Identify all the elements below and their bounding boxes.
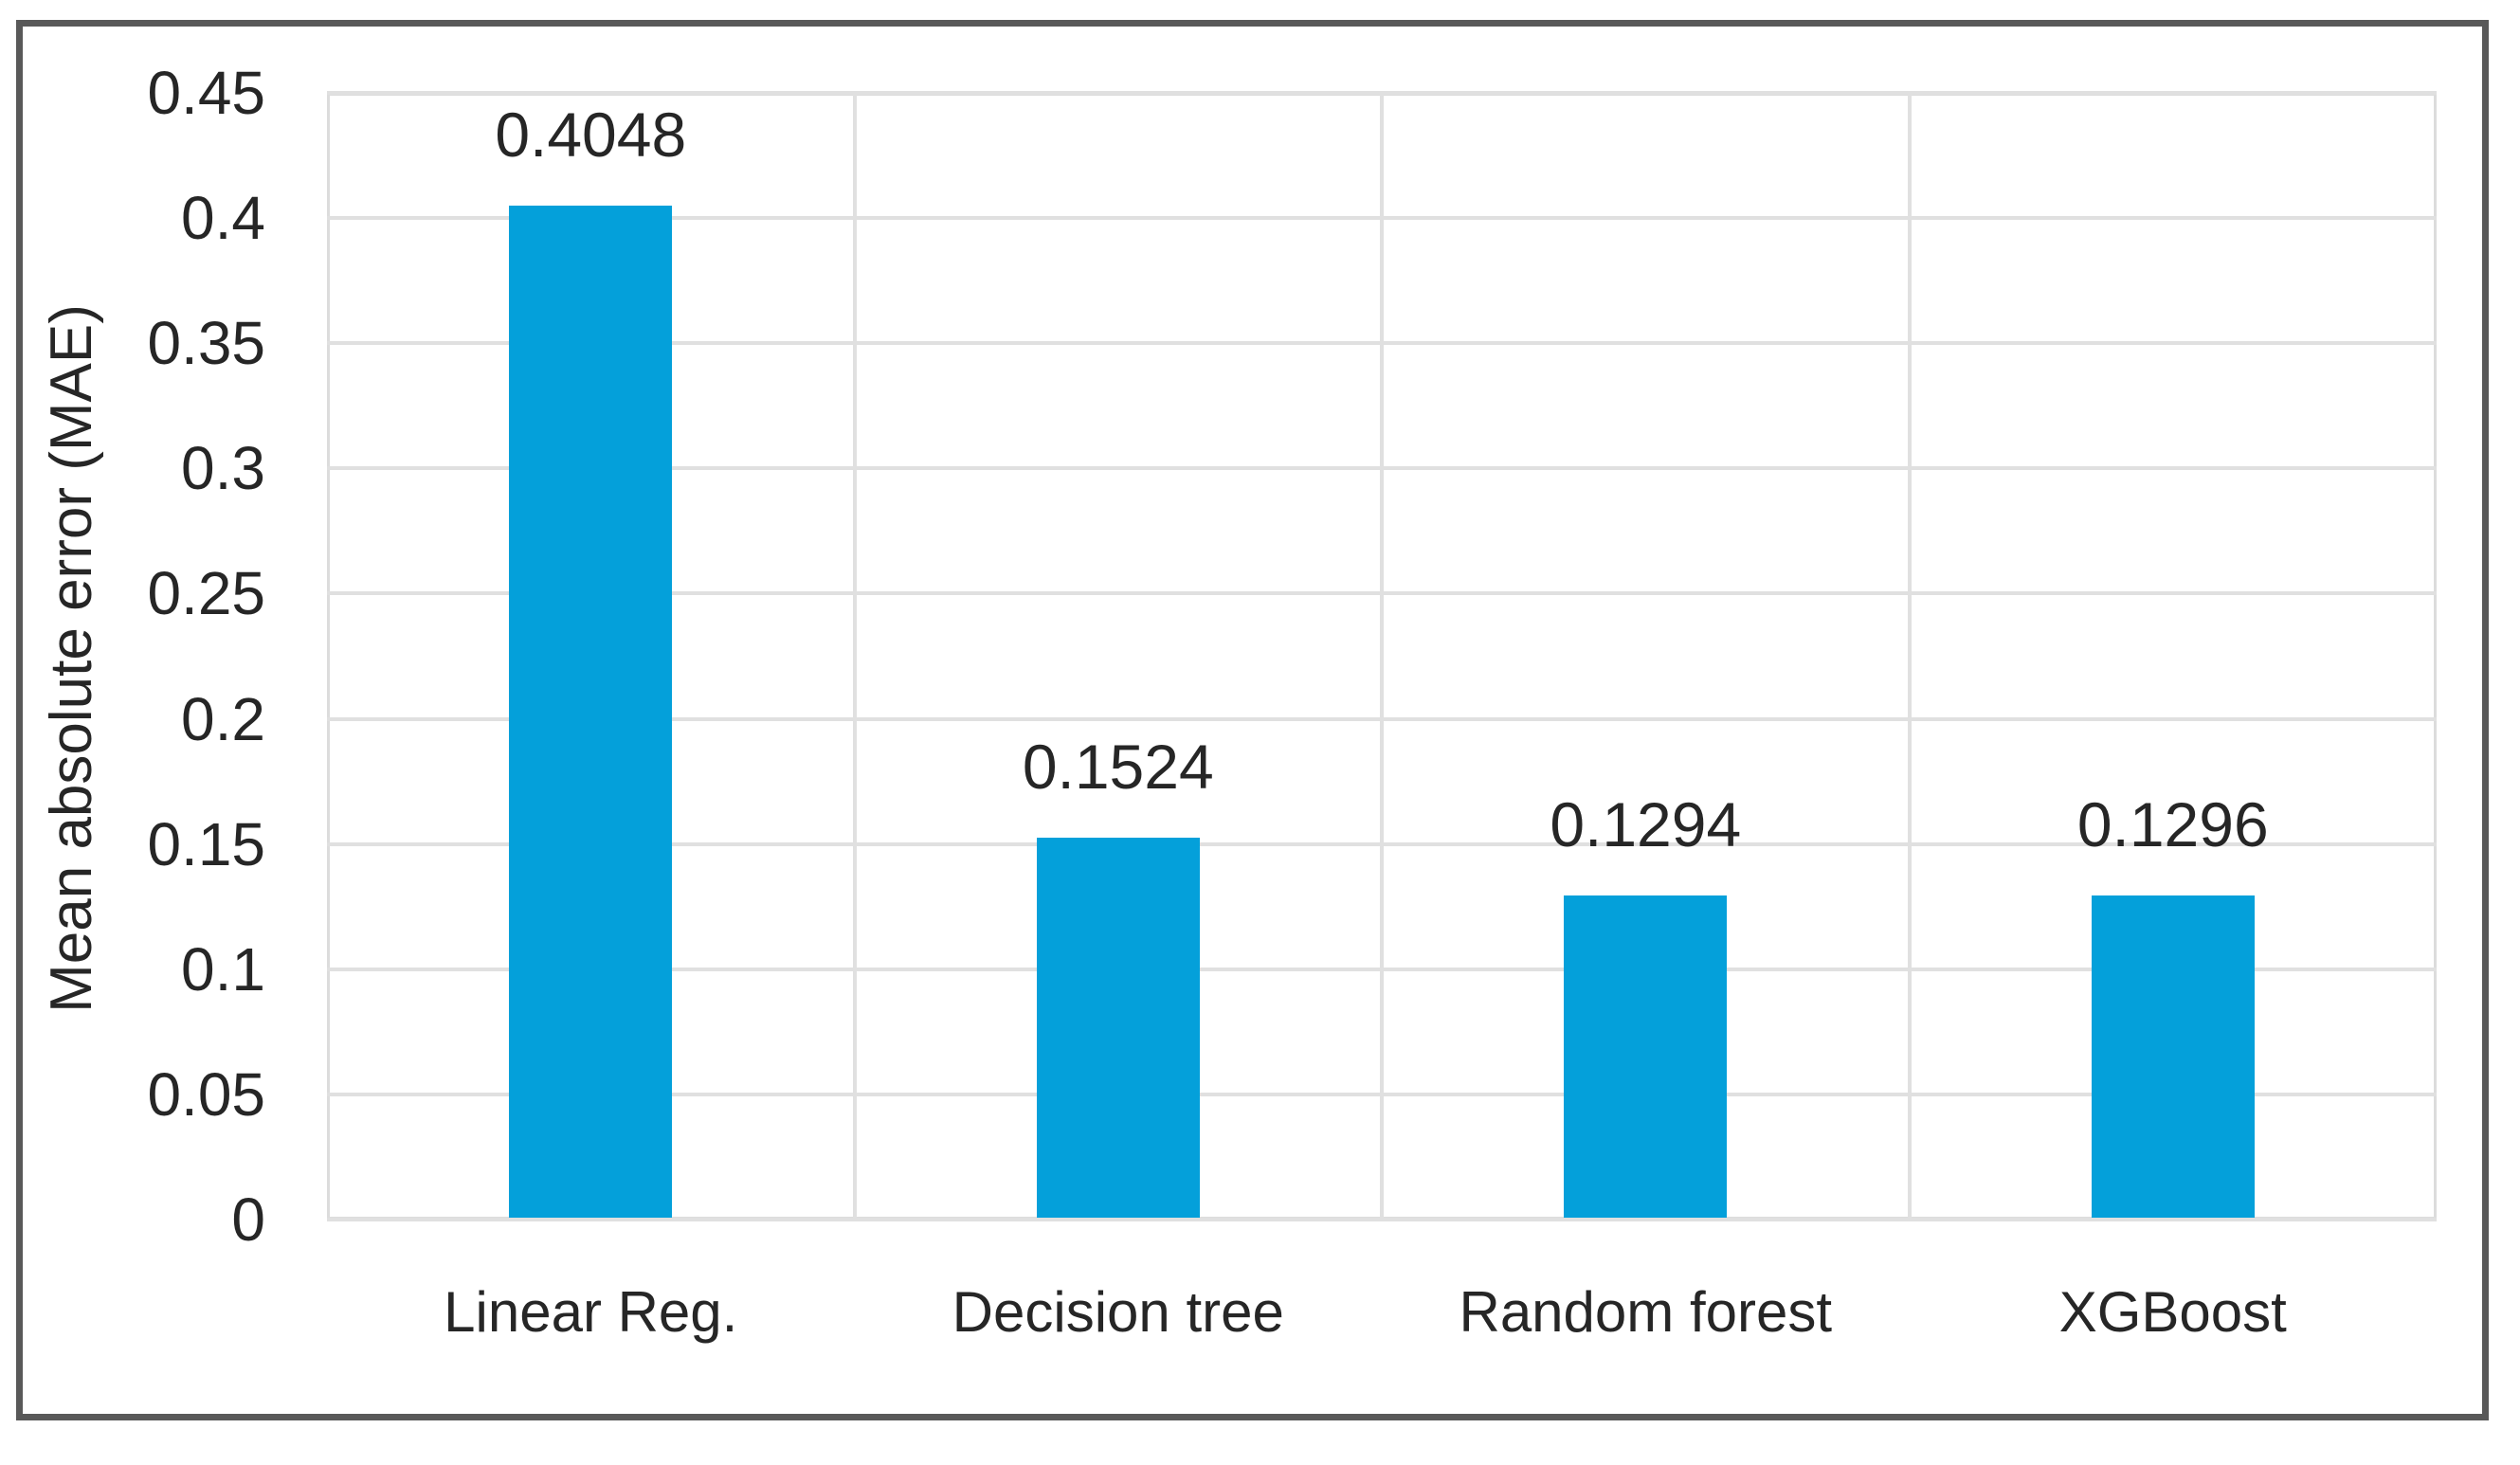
y-axis-title: Mean absolute error (MAE)	[39, 304, 104, 1013]
bar-xgboost	[2091, 895, 2255, 1218]
y-tick-label: 0.3	[181, 434, 265, 503]
bar-random-forest	[1564, 895, 1728, 1218]
y-tick-label: 0.05	[147, 1059, 265, 1129]
data-label-decision-tree: 0.1524	[1022, 732, 1214, 803]
x-category-label-decision-tree: Decision tree	[952, 1280, 1284, 1344]
gridline-horizontal	[327, 1218, 2437, 1221]
y-tick-label: 0.45	[147, 59, 265, 127]
data-label-random-forest: 0.1294	[1550, 789, 1742, 860]
bar-linear-reg	[509, 206, 673, 1218]
gridline-vertical	[1907, 93, 1912, 1220]
y-tick-label: 0.15	[147, 809, 265, 878]
y-tick-label: 0	[231, 1185, 265, 1254]
data-label-linear-reg: 0.4048	[495, 99, 687, 171]
bar-decision-tree	[1036, 838, 1200, 1218]
y-tick-label: 0.25	[147, 559, 265, 628]
x-category-label-random-forest: Random forest	[1459, 1280, 1832, 1344]
gridline-vertical	[852, 93, 857, 1220]
x-category-label-xgboost: XGBoost	[2058, 1280, 2287, 1344]
y-tick-label: 0.4	[181, 184, 265, 253]
x-category-label-linear-reg: Linear Reg.	[444, 1280, 738, 1344]
y-tick-label: 0.1	[181, 934, 265, 1004]
y-tick-label: 0.35	[147, 309, 265, 378]
y-tick-label: 0.2	[181, 684, 265, 753]
data-label-xgboost: 0.1296	[2076, 788, 2269, 859]
gridline-vertical	[1380, 93, 1384, 1220]
